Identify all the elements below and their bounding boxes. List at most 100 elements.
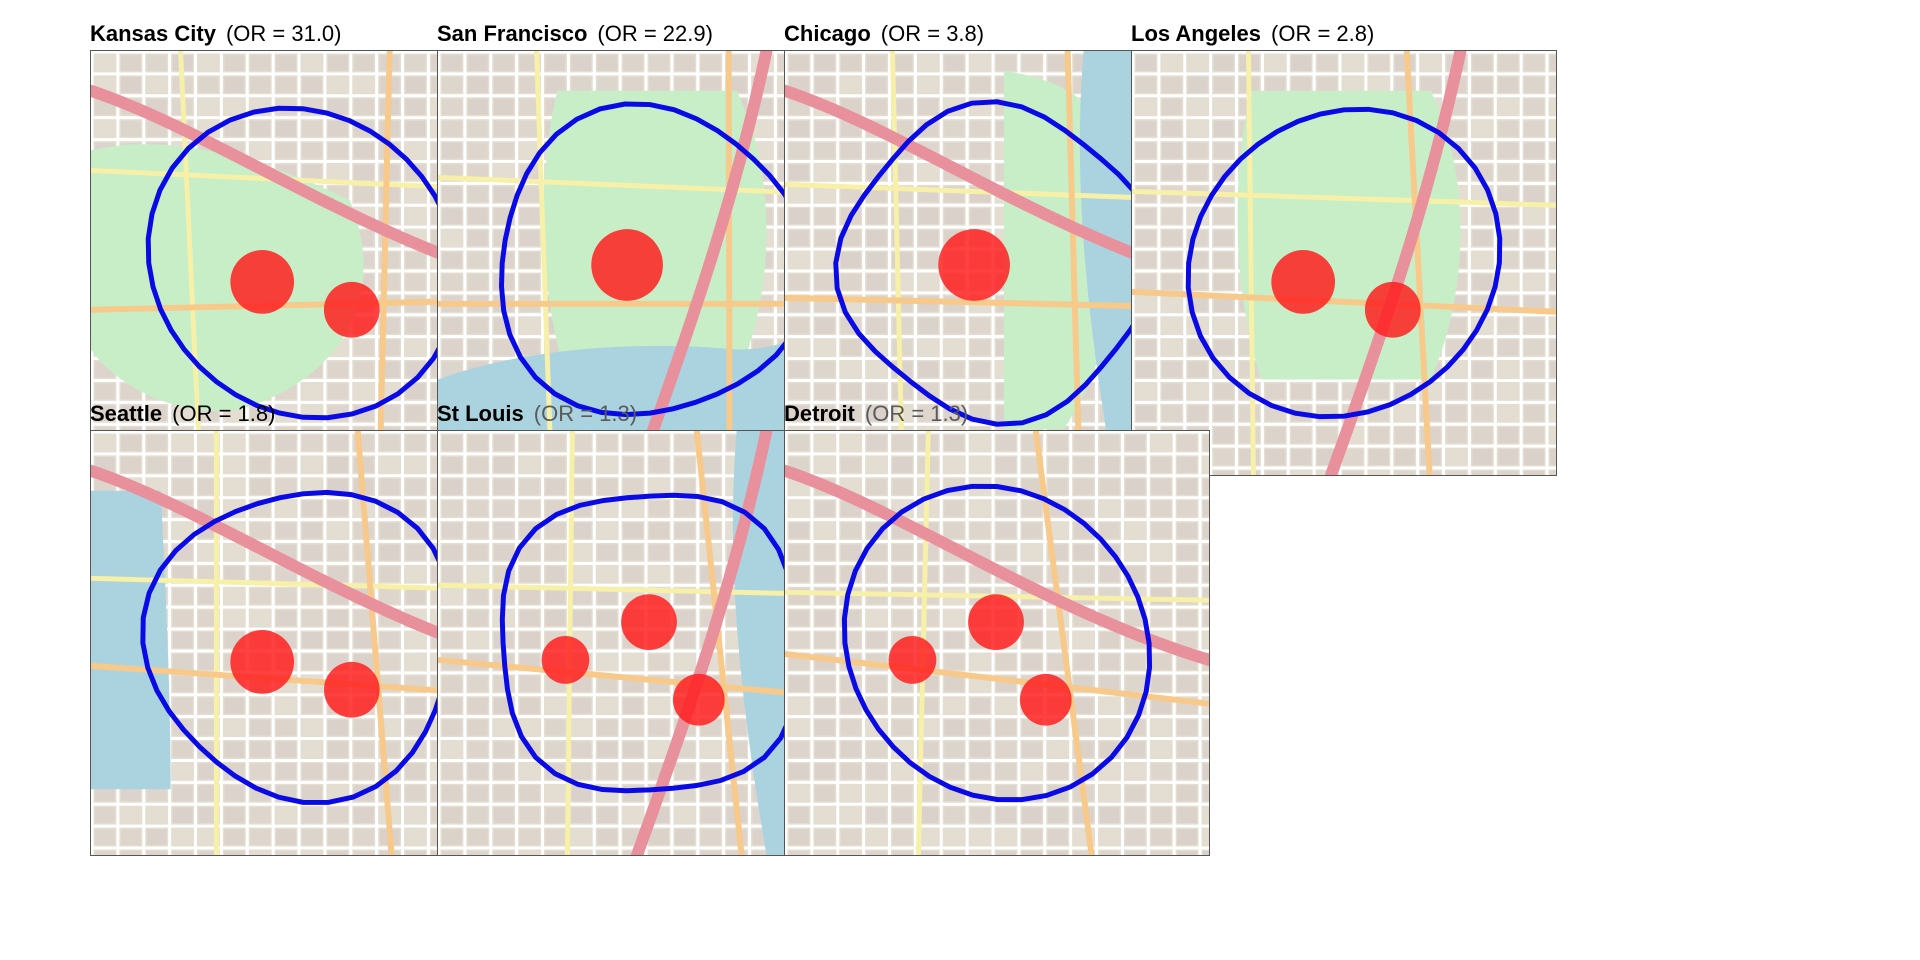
city-block [1472,273,1493,290]
city-block [441,317,462,334]
city-block [353,164,374,181]
city-block [1203,478,1209,495]
panel-title: Los Angeles (OR = 2.8) [1131,18,1557,50]
city-block [467,208,488,225]
city-block [597,763,618,780]
city-block [1021,741,1042,758]
city-block [944,522,965,539]
park-area [91,144,364,411]
city-block [1203,522,1209,539]
odds-ratio-label: (OR = 1.3) [864,401,969,426]
venue-footprints [938,229,1010,301]
city-block [1213,54,1234,71]
city-block [276,829,297,846]
city-block [1099,478,1120,495]
city-block [840,829,861,846]
city-block [276,76,297,93]
city-block [276,851,297,855]
city-block [379,522,400,539]
city-block [918,785,939,802]
city-block [327,610,348,627]
city-block [1203,588,1209,605]
city-block [1498,449,1519,466]
city-block [892,339,913,356]
city-block [1524,54,1545,71]
city-block [1125,675,1146,692]
city-block [571,478,592,495]
city-block [1135,252,1156,268]
city-block [1291,427,1312,444]
city-block [276,142,297,159]
city-block [752,851,773,855]
city-block [726,851,747,855]
city-block [623,522,644,539]
city-block [493,829,514,846]
city-block [814,317,835,334]
city-block [467,120,488,137]
city-block [944,741,965,758]
city-block [545,851,566,855]
map-canvas [785,431,1209,855]
city-block [1239,405,1260,422]
city-block [379,544,400,561]
city-block [493,807,514,824]
city-block [250,741,271,758]
city-block [94,851,115,855]
city-block [814,383,835,400]
city-block [1498,76,1519,93]
city-block [302,522,322,539]
road [1245,51,1256,475]
city-block [276,719,297,736]
city-block [1187,164,1208,181]
city-block [493,763,514,780]
city-block [892,456,913,473]
city-block [944,500,965,517]
city-block [1099,653,1120,670]
city-block [1161,76,1182,93]
city-block [1291,54,1312,71]
city-block [353,807,374,824]
city-block [866,383,887,400]
venue-footprints [888,594,1072,726]
city-block [1524,252,1545,268]
city-block [1317,76,1338,93]
city-block [519,566,540,583]
city-block [441,719,462,736]
city-block [866,675,887,692]
city-block [172,588,193,605]
city-block [944,653,965,670]
city-block [1187,252,1208,268]
city-block [814,230,835,247]
panel-title: Detroit (OR = 1.3) [784,398,1210,430]
city-block [944,763,965,780]
city-block [1203,434,1209,451]
city-block [250,76,271,93]
city-block [623,76,644,93]
city-block [866,252,887,268]
odds-ratio-label: (OR = 31.0) [225,21,342,46]
city-block [302,544,322,561]
city-block [1368,54,1389,71]
city-block [1073,456,1094,473]
city-block [120,76,141,93]
city-block [1550,164,1556,181]
city-block [441,544,462,561]
city-block [441,339,462,356]
city-block [788,164,809,181]
city-block [379,653,400,670]
city-block [918,383,939,400]
highway [1325,51,1467,475]
city-block [519,230,540,247]
city-block [996,653,1016,670]
city-block [353,98,374,115]
city-block [788,544,809,561]
city-block [441,186,462,203]
city-block [597,54,618,71]
city-block [788,273,809,290]
city-block [545,522,566,539]
venue-footprint [672,673,725,726]
city-block [302,120,322,137]
city-block [405,317,426,334]
venue-footprint [1271,250,1336,314]
